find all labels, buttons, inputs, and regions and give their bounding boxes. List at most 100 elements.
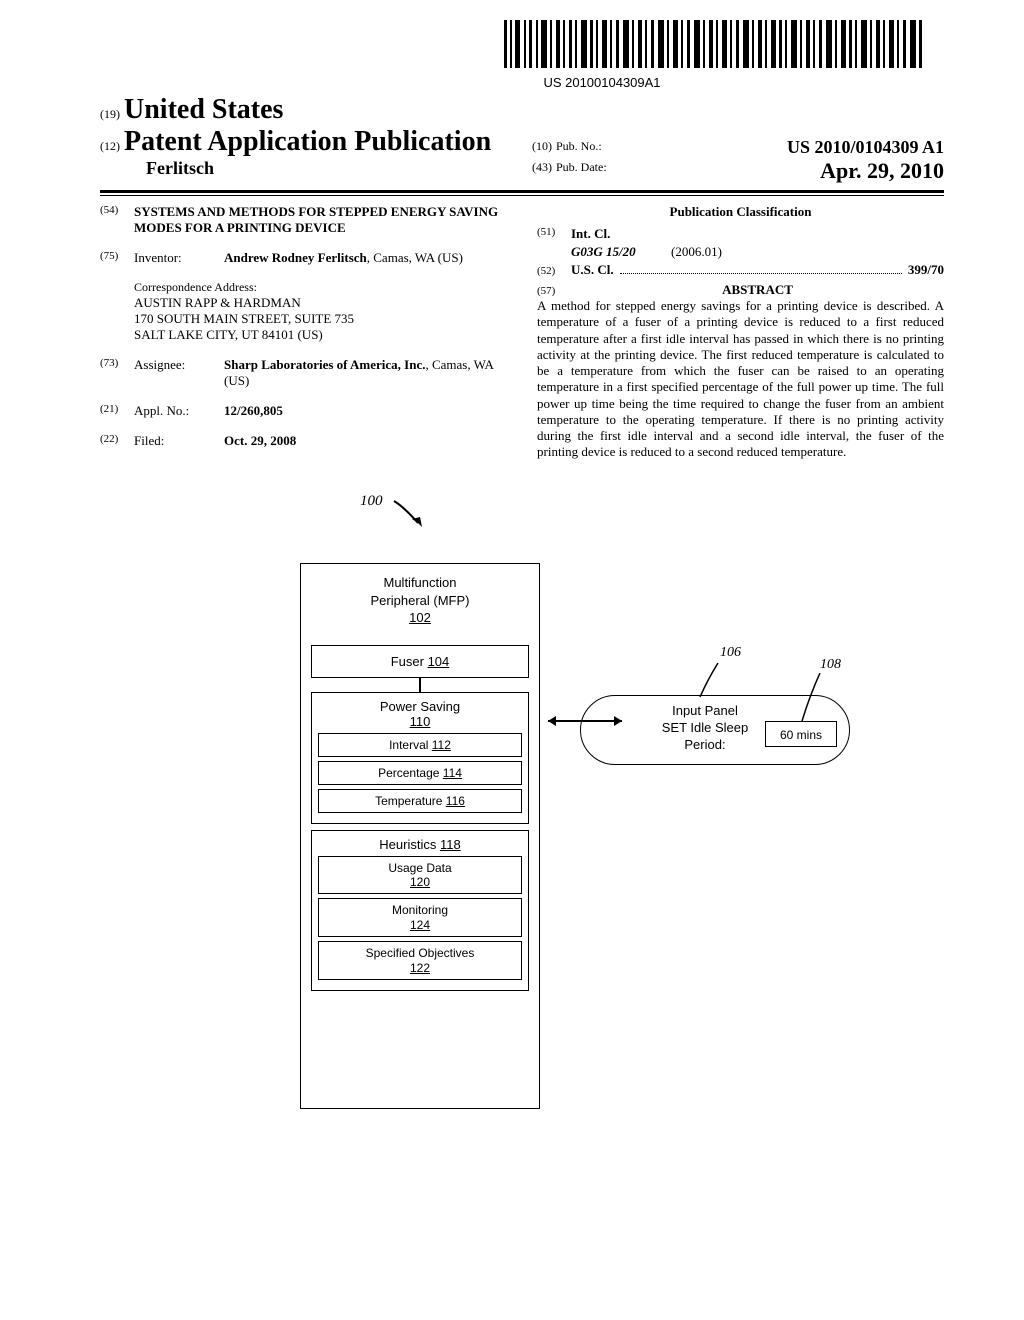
percentage-ref: 114 — [443, 766, 462, 780]
abstract-body: A method for stepped energy savings for … — [537, 298, 944, 461]
inventor-field: (75) Inventor: Andrew Rodney Ferlitsch, … — [100, 250, 507, 266]
panel-title-text: Input Panel — [672, 703, 738, 718]
intcl-year: (2006.01) — [671, 244, 722, 260]
arrow-100-icon — [390, 497, 430, 533]
code-73: (73) — [100, 357, 134, 369]
pub-no-label: Pub. No.: — [556, 139, 602, 153]
patent-title: SYSTEMS AND METHODS FOR STEPPED ENERGY S… — [134, 204, 507, 236]
heur-label: Heuristics — [379, 837, 440, 852]
inventor-loc: , Camas, WA (US) — [367, 250, 463, 265]
fuser-box: Fuser 104 — [311, 645, 529, 678]
classification-heading: Publication Classification — [537, 204, 944, 220]
code-52: (52) — [537, 265, 571, 277]
correspondence-label: Correspondence Address: — [134, 280, 507, 295]
panel-input-value: 60 mins — [765, 721, 837, 747]
objectives-label: Specified Objectives — [366, 946, 475, 960]
title-field: (54) SYSTEMS AND METHODS FOR STEPPED ENE… — [100, 204, 507, 236]
inventor-name: Andrew Rodney Ferlitsch — [224, 250, 367, 265]
barcode — [504, 20, 924, 73]
mfp-title: Multifunction Peripheral (MFP) 102 — [311, 574, 529, 627]
monitor-label: Monitoring — [392, 903, 448, 917]
abstract-heading-row: (57) ABSTRACT — [537, 282, 944, 298]
mfp-box: Multifunction Peripheral (MFP) 102 Fuser… — [300, 563, 540, 1109]
divider-thick — [100, 190, 944, 193]
correspondence: Correspondence Address: AUSTIN RAPP & HA… — [134, 280, 507, 343]
objectives-ref: 122 — [410, 961, 430, 975]
code-75: (75) — [100, 250, 134, 262]
pub-date-value: Apr. 29, 2010 — [820, 158, 944, 184]
barcode-area: US 20100104309A1 — [100, 20, 944, 90]
intcl-class: G03G 15/20 — [571, 244, 671, 260]
assignee-label: Assignee: — [134, 357, 224, 373]
inventor-label: Inventor: — [134, 250, 224, 266]
uscl-value: 399/70 — [908, 262, 944, 278]
filed-value: Oct. 29, 2008 — [224, 433, 296, 448]
country: United States — [124, 94, 283, 125]
power-saving-box: Power Saving 110 Interval 112 Percentage… — [311, 692, 529, 824]
ps-label: Power Saving — [380, 699, 460, 714]
inventor-value: Andrew Rodney Ferlitsch, Camas, WA (US) — [224, 250, 507, 266]
temperature-label: Temperature — [375, 794, 446, 808]
interval-box: Interval 112 — [318, 733, 522, 757]
intcl-row: (51) Int. Cl. — [537, 226, 944, 242]
correspondence-line2: 170 SOUTH MAIN STREET, SUITE 735 — [134, 311, 507, 327]
code-22: (22) — [100, 433, 134, 445]
code-10: (10) — [532, 139, 552, 153]
usage-ref: 120 — [410, 875, 430, 889]
assignee-value: Sharp Laboratories of America, Inc., Cam… — [224, 357, 507, 389]
temperature-ref: 116 — [446, 794, 465, 808]
fuser-ref: 104 — [428, 654, 450, 669]
intcl-class-row: G03G 15/20 (2006.01) — [537, 244, 944, 260]
filed-label: Filed: — [134, 433, 224, 449]
pub-date-label: Pub. Date: — [556, 160, 607, 174]
assignee-name: Sharp Laboratories of America, Inc. — [224, 357, 425, 372]
uscl-label: U.S. Cl. — [571, 262, 614, 277]
percentage-label: Percentage — [378, 766, 443, 780]
interval-label: Interval — [389, 738, 432, 752]
assignee-field: (73) Assignee: Sharp Laboratories of Ame… — [100, 357, 507, 389]
fuser-label: Fuser — [391, 654, 428, 669]
abstract-heading: ABSTRACT — [571, 282, 944, 298]
header-line1: (19) United States — [100, 94, 944, 126]
ps-title: Power Saving 110 — [318, 699, 522, 729]
ps-ref: 110 — [410, 714, 431, 729]
objectives-box: Specified Objectives 122 — [318, 941, 522, 980]
pub-no-value: US 2010/0104309 A1 — [787, 137, 944, 158]
code-19: (19) — [100, 107, 120, 121]
ref-100: 100 — [360, 493, 383, 510]
applno-field: (21) Appl. No.: 12/260,805 — [100, 403, 507, 419]
filed-field: (22) Filed: Oct. 29, 2008 — [100, 433, 507, 449]
heuristics-box: Heuristics 118 Usage Data 120 Monitoring… — [311, 830, 529, 991]
usage-box: Usage Data 120 — [318, 856, 522, 895]
barcode-number: US 20100104309A1 — [280, 75, 924, 90]
uscl-row: (52) U.S. Cl. 399/70 — [537, 262, 944, 278]
uscl-dots — [620, 273, 902, 274]
author-name: Ferlitsch — [146, 158, 512, 179]
figure: 100 Multifunction Peripheral (MFP) 102 F… — [100, 493, 944, 1113]
pub-no-row: (10) Pub. No.: US 2010/0104309 A1 — [532, 137, 944, 155]
code-21: (21) — [100, 403, 134, 415]
monitor-ref: 124 — [410, 918, 430, 932]
heur-title: Heuristics 118 — [318, 837, 522, 852]
interval-ref: 112 — [432, 738, 451, 752]
code-43: (43) — [532, 160, 552, 174]
pub-date-row: (43) Pub. Date: Apr. 29, 2010 — [532, 158, 944, 176]
intcl-label: Int. Cl. — [571, 226, 610, 241]
code-51: (51) — [537, 226, 571, 242]
mfp-ref: 102 — [409, 610, 431, 625]
ref-108: 108 — [820, 657, 841, 673]
code-54: (54) — [100, 204, 134, 216]
code-57: (57) — [537, 285, 571, 297]
percentage-box: Percentage 114 — [318, 761, 522, 785]
publication-type: Patent Application Publication — [124, 126, 491, 157]
divider-thin — [100, 195, 944, 196]
correspondence-line3: SALT LAKE CITY, UT 84101 (US) — [134, 327, 507, 343]
applno-value: 12/260,805 — [224, 403, 283, 418]
panel-label-text: SET Idle Sleep Period: — [662, 720, 748, 752]
applno-label: Appl. No.: — [134, 403, 224, 419]
code-12: (12) — [100, 139, 120, 153]
heur-ref: 118 — [440, 837, 461, 852]
monitoring-box: Monitoring 124 — [318, 898, 522, 937]
usage-label: Usage Data — [388, 861, 451, 875]
ref-106: 106 — [720, 645, 741, 661]
